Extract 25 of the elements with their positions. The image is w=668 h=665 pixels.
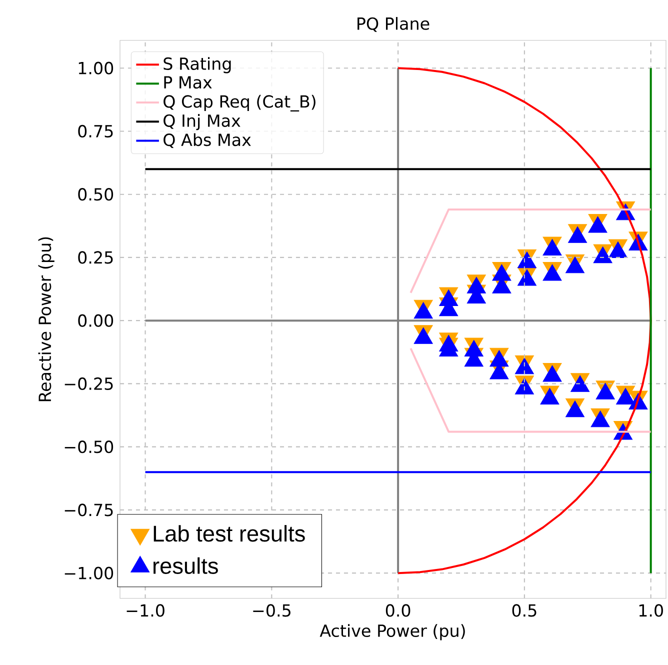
y-tick-label: −1.00 bbox=[64, 566, 114, 580]
line-series bbox=[397, 67, 652, 574]
y-tick-label: 0.50 bbox=[78, 188, 114, 201]
legend-label: P Max bbox=[164, 76, 212, 89]
y-tick-label: 0.75 bbox=[78, 124, 113, 138]
legend-label: Lab test results bbox=[154, 525, 305, 542]
y-tick-label: 1.00 bbox=[78, 62, 114, 74]
x-tick-label: −0.5 bbox=[253, 604, 290, 617]
legend-label: Q Abs Max bbox=[164, 133, 251, 148]
x-tick-label: −1.0 bbox=[126, 604, 164, 617]
x-tick-label: 0.5 bbox=[512, 604, 536, 617]
y-tick-label: 0.25 bbox=[78, 251, 113, 264]
y-tick-label: −0.25 bbox=[64, 377, 113, 390]
chart-title: PQ Plane bbox=[358, 17, 430, 32]
x-axis-title: Active Power (pu) bbox=[320, 624, 465, 640]
y-tick-label: −0.50 bbox=[64, 440, 114, 454]
legend-label: results bbox=[154, 557, 218, 574]
x-tick-label: 0.0 bbox=[386, 604, 410, 617]
y-tick-label: −0.75 bbox=[64, 504, 113, 516]
y-tick-label: 0.00 bbox=[78, 314, 114, 327]
legend-label: S Rating bbox=[164, 57, 231, 74]
legend-label: Q Inj Max bbox=[164, 114, 240, 130]
y-axis-title: Reactive Power (pu) bbox=[38, 237, 54, 402]
legend-label: Q Cap Req (Cat_B) bbox=[164, 94, 316, 112]
x-tick-label: 1.0 bbox=[639, 604, 663, 617]
